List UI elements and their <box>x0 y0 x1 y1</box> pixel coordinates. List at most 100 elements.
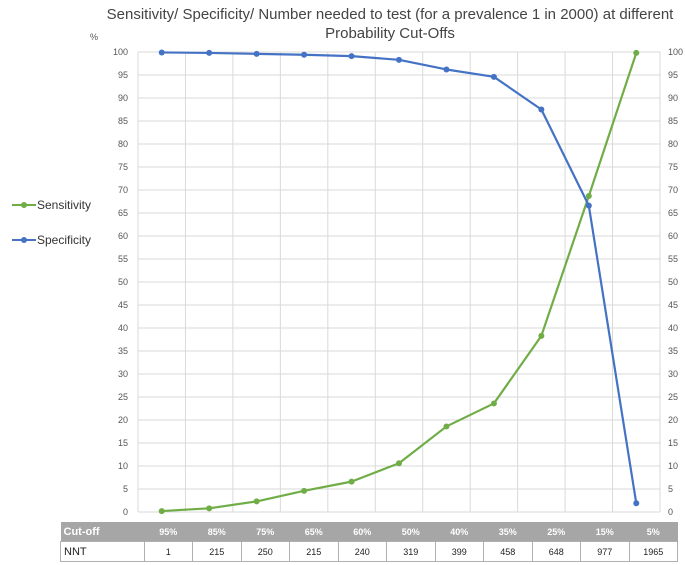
y-tick-label-right: 30 <box>668 369 678 379</box>
nnt-cell: 1 <box>143 541 193 562</box>
nnt-cell: 977 <box>580 541 630 562</box>
y-tick-label-left: 0 <box>123 507 128 517</box>
y-axis-left: 0 5 10 15 20 25 30 35 40 45 50 55 60 65 70 75 80 85 90 95 10… <box>113 47 128 517</box>
legend: Sensitivity Specificity <box>12 198 91 247</box>
specificity-legend-marker <box>21 237 27 243</box>
sensitivity-point <box>538 332 545 339</box>
chart-title-line-1: Sensitivity/ Specificity/ Number needed … <box>107 6 675 23</box>
nnt-row: NNT 1 215 250 215 240 319 399 458 648 977 1965 <box>60 541 678 562</box>
specificity-point <box>538 106 545 113</box>
y-tick-label-right: 50 <box>668 277 678 287</box>
y-tick-label-left: 10 <box>118 461 128 471</box>
y-tick-label-left: 5 <box>123 484 128 494</box>
cutoff-cell: 15% <box>580 522 630 542</box>
cutoff-cell: 35% <box>483 522 533 542</box>
cutoff-cell: 65% <box>289 522 339 542</box>
y-tick-label-right: 60 <box>668 231 678 241</box>
y-tick-label-left: 50 <box>118 277 128 287</box>
y-tick-label-right: 90 <box>668 93 678 103</box>
sensitivity-legend-marker <box>21 202 27 208</box>
nnt-cell: 215 <box>289 541 339 562</box>
y-tick-label-right: 25 <box>668 392 678 402</box>
specificity-point <box>348 53 355 60</box>
specificity-point <box>490 73 497 80</box>
y-tick-label-left: 30 <box>118 369 128 379</box>
sensitivity-point <box>443 423 450 430</box>
sensitivity-point <box>206 505 213 512</box>
cutoff-cell: 25% <box>532 522 581 542</box>
y-tick-label-right: 10 <box>668 461 678 471</box>
sensitivity-legend-label: Sensitivity <box>37 198 91 212</box>
nnt-cell: 250 <box>240 541 290 562</box>
sensitivity-point <box>585 192 592 199</box>
specificity-point <box>396 56 402 63</box>
line-chart: Sensitivity/ Specificity/ Number needed … <box>12 6 683 517</box>
specificity-point <box>206 49 213 56</box>
nnt-row-label: NNT <box>60 541 145 562</box>
y-tick-label-left: 100 <box>113 47 128 57</box>
y-tick-label-right: 70 <box>668 185 678 195</box>
y-tick-label-left: 85 <box>118 116 128 126</box>
y-tick-label-right: 35 <box>668 346 678 356</box>
y-tick-label-right: 80 <box>668 139 678 149</box>
y-tick-label-left: 25 <box>118 392 128 402</box>
y-axis-right: 0 5 10 15 20 25 30 35 40 45 50 55 60 65 70 75 80 85 90 95 10… <box>668 47 683 517</box>
cutoff-cell: 5% <box>629 522 678 542</box>
y-tick-label-right: 85 <box>668 116 678 126</box>
y-tick-label-left: 20 <box>118 415 128 425</box>
sensitivity-point <box>490 400 497 407</box>
specificity-point <box>158 49 165 56</box>
cutoff-cell: 85% <box>192 522 242 542</box>
y-tick-label-left: 90 <box>118 93 128 103</box>
sensitivity-point <box>348 478 355 485</box>
sensitivity-point <box>396 460 402 467</box>
y-tick-label-left: 75 <box>118 162 128 172</box>
series-layer <box>158 49 640 515</box>
cutoff-cell: 40% <box>435 522 484 542</box>
gridlines <box>137 51 661 513</box>
y-tick-label-left: 55 <box>118 254 128 264</box>
y-tick-label-right: 95 <box>668 70 678 80</box>
y-tick-label-right: 20 <box>668 415 678 425</box>
specificity-point <box>301 51 308 58</box>
y-tick-label-right: 55 <box>668 254 678 264</box>
y-tick-label-left: 45 <box>118 300 128 310</box>
y-tick-label-right: 5 <box>668 484 673 494</box>
cutoff-cell: 50% <box>386 522 436 542</box>
nnt-cell: 648 <box>531 541 581 562</box>
y-axis-unit-label: % <box>90 32 98 42</box>
y-tick-label-right: 15 <box>668 438 678 448</box>
sensitivity-point <box>301 487 308 494</box>
specificity-point <box>253 50 260 57</box>
cutoff-cell: 60% <box>338 522 387 542</box>
sensitivity-point <box>633 49 640 56</box>
sensitivity-point <box>158 508 165 515</box>
specificity-point <box>585 202 592 209</box>
nnt-cell: 1965 <box>628 541 678 562</box>
cutoff-row-label: Cut-off <box>60 522 145 542</box>
y-tick-label-right: 100 <box>668 47 683 57</box>
y-tick-label-left: 40 <box>118 323 128 333</box>
specificity-point <box>443 66 450 73</box>
nnt-cell: 215 <box>192 541 242 562</box>
y-tick-label-right: 65 <box>668 208 678 218</box>
specificity-legend-label: Specificity <box>37 233 91 247</box>
specificity-point <box>633 500 640 507</box>
nnt-cell: 399 <box>434 541 484 562</box>
y-tick-label-left: 15 <box>118 438 128 448</box>
y-tick-label-left: 35 <box>118 346 128 356</box>
y-tick-label-right: 45 <box>668 300 678 310</box>
cutoff-cell: 95% <box>144 522 193 542</box>
y-tick-label-left: 70 <box>118 185 128 195</box>
nnt-cell: 319 <box>386 541 436 562</box>
nnt-cell: 240 <box>337 541 387 562</box>
chart-title-line-2: Probability Cut-Offs <box>325 25 455 42</box>
y-tick-label-left: 65 <box>118 208 128 218</box>
nnt-cell: 458 <box>483 541 533 562</box>
sensitivity-point <box>253 498 260 505</box>
y-tick-label-right: 0 <box>668 507 673 517</box>
y-tick-label-right: 75 <box>668 162 678 172</box>
y-tick-label-left: 60 <box>118 231 128 241</box>
y-tick-label-left: 80 <box>118 139 128 149</box>
cutoff-row: Cut-off 95% 85% 75% 65% 60% 50% 40% 35% 25% 15% 5% <box>60 522 678 542</box>
